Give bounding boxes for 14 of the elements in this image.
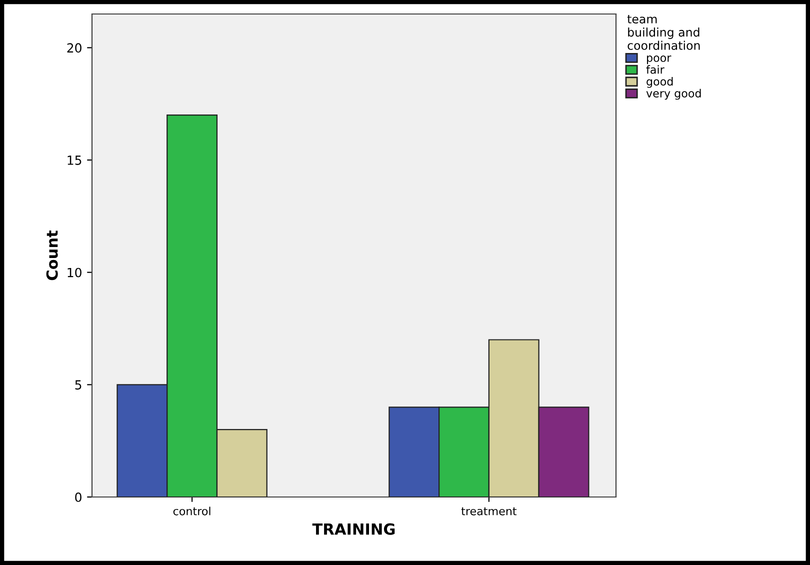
y-tick-label: 10: [68, 268, 82, 278]
y-tick-label: 0: [75, 492, 82, 502]
legend-title: team building and coordination: [627, 15, 700, 50]
y-tick-label: 15: [68, 156, 82, 165]
y-tick-label: 5: [75, 380, 82, 390]
x-tick-label: control: [173, 506, 210, 516]
y-tick-label: 20: [67, 43, 82, 53]
legend-label: poor: [647, 56, 672, 64]
legend-label: good: [646, 77, 673, 88]
legend-label: very good: [646, 88, 701, 100]
x-tick-label: treatment: [461, 507, 517, 516]
legend-label: fair: [646, 65, 664, 74]
y-axis-title: Count: [46, 230, 58, 280]
x-axis-title: TRAINING: [312, 523, 395, 535]
